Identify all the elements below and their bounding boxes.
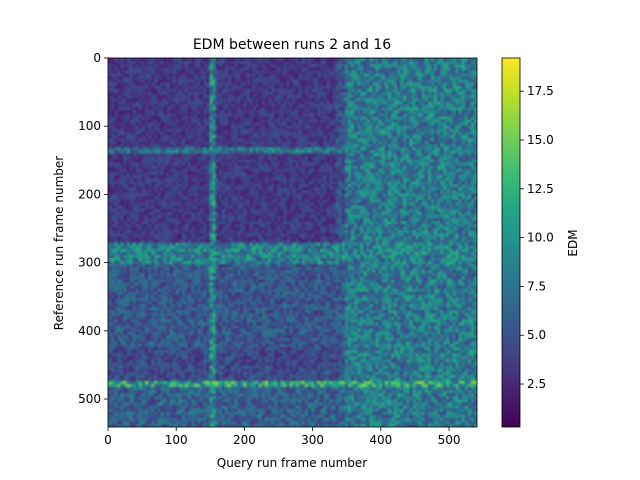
- heatmap-image: [108, 58, 477, 427]
- x-tick-label: 300: [301, 433, 324, 447]
- y-tick-label: 500: [78, 392, 101, 406]
- y-tick-label: 300: [78, 256, 101, 270]
- colorbar-label: EDM: [566, 229, 580, 256]
- heatmap-matrix: [108, 58, 477, 427]
- chart-title: EDM between runs 2 and 16: [193, 37, 391, 53]
- y-tick-label: 200: [78, 187, 101, 201]
- x-tick-label: 400: [369, 433, 392, 447]
- x-tick-label: 200: [233, 433, 256, 447]
- colorbar-ticks: 2.5 5.0 7.5 10.0 12.5 15.0 17.5: [520, 84, 554, 391]
- colorbar-tick-label: 5.0: [527, 328, 546, 342]
- y-axis-label: Reference run frame number: [52, 156, 66, 331]
- colorbar-tick-label: 7.5: [527, 279, 546, 293]
- colorbar-tick-label: 2.5: [527, 377, 546, 391]
- x-axis-ticks: 0 100 200 300 400 500: [104, 427, 460, 447]
- y-axis-ticks: 0 100 200 300 400 500: [78, 51, 108, 406]
- colorbar: [501, 57, 521, 428]
- colorbar-tick-label: 12.5: [527, 182, 554, 196]
- x-tick-label: 0: [104, 433, 112, 447]
- plot-frame: [107, 57, 478, 428]
- colorbar-tick-label: 15.0: [527, 133, 554, 147]
- x-tick-label: 100: [165, 433, 188, 447]
- x-tick-label: 500: [438, 433, 461, 447]
- colorbar-tick-label: 17.5: [527, 84, 554, 98]
- x-axis-label: Query run frame number: [217, 456, 368, 470]
- y-tick-label: 0: [93, 51, 101, 65]
- y-tick-label: 400: [78, 324, 101, 338]
- colorbar-tick-label: 10.0: [527, 231, 554, 245]
- y-tick-label: 100: [78, 119, 101, 133]
